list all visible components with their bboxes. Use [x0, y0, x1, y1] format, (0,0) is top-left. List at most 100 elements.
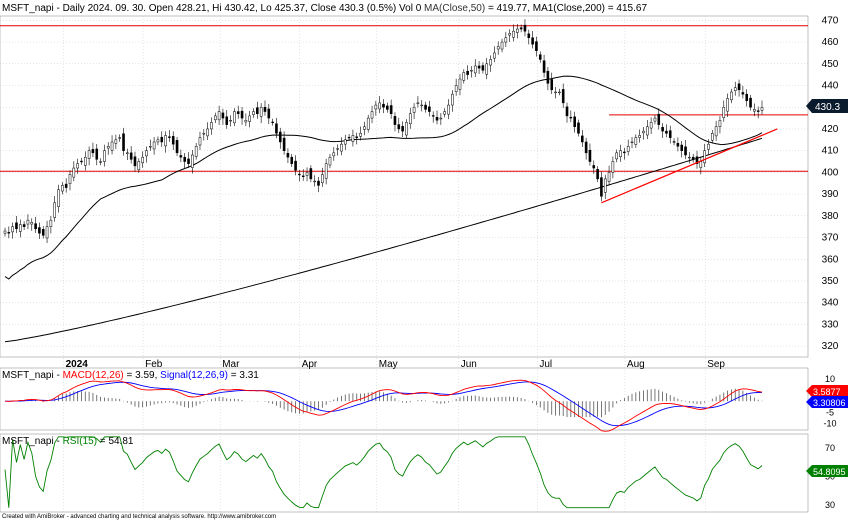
- candle-body: [148, 146, 152, 148]
- candle-body: [321, 174, 324, 184]
- candle: [611, 156, 615, 179]
- candle: [451, 90, 454, 112]
- candle: [145, 146, 148, 163]
- candle: [332, 146, 336, 161]
- price-badge: 430.3: [806, 99, 848, 113]
- candle: [202, 129, 206, 141]
- candle-body: [726, 98, 729, 112]
- macd-axis-tick: -10: [823, 418, 836, 428]
- candle-body: [741, 92, 745, 95]
- candle: [91, 142, 95, 157]
- candle-body: [386, 105, 389, 110]
- candle: [148, 139, 152, 151]
- candle-body: [309, 168, 313, 180]
- candle: [630, 136, 634, 149]
- candle-body: [72, 167, 76, 178]
- candle-body: [485, 63, 489, 75]
- candle: [477, 60, 481, 74]
- candle-body: [221, 112, 225, 119]
- candle-body: [57, 189, 60, 207]
- rsi-badge-text: 54.8095: [813, 467, 846, 477]
- candle-body: [95, 148, 99, 160]
- candle: [435, 110, 439, 125]
- candle-body: [305, 172, 309, 176]
- ma200-path: [4, 137, 763, 343]
- candle-body: [435, 116, 439, 121]
- candle-body: [592, 165, 596, 169]
- candle-body: [91, 149, 95, 154]
- candle-body: [546, 70, 550, 84]
- candle: [653, 114, 657, 125]
- candle: [428, 100, 431, 117]
- price-axis-tick: 420: [822, 124, 839, 135]
- candle-body: [114, 139, 118, 144]
- candle-body: [760, 106, 764, 111]
- candle: [41, 226, 45, 239]
- candle: [569, 110, 573, 123]
- candle: [191, 150, 194, 174]
- candle: [305, 167, 309, 182]
- candle: [565, 102, 569, 123]
- candle-body: [531, 37, 534, 45]
- candle-body: [168, 136, 171, 138]
- candle: [3, 227, 7, 237]
- candle-body: [18, 224, 22, 232]
- candle-body: [665, 130, 668, 134]
- candle-body: [680, 144, 684, 151]
- candle-body: [248, 115, 251, 122]
- candle-body: [64, 183, 68, 188]
- candle-body: [516, 28, 519, 33]
- candle-body: [45, 226, 49, 239]
- candle-body: [569, 116, 573, 119]
- month-label: Aug: [627, 359, 645, 370]
- candle-body: [11, 226, 14, 233]
- candle: [347, 133, 351, 141]
- macd-value: 3.59: [135, 370, 155, 381]
- candle: [340, 137, 343, 156]
- candle: [550, 72, 554, 94]
- candle: [7, 226, 11, 239]
- candle-body: [695, 156, 699, 164]
- candle-body: [198, 137, 202, 146]
- candle-body: [298, 173, 301, 176]
- candle: [561, 83, 565, 108]
- month-label: Apr: [302, 359, 318, 370]
- candle: [263, 100, 267, 116]
- candle-body: [558, 91, 561, 94]
- candle-body: [225, 116, 229, 125]
- candle-body: [26, 219, 30, 225]
- candle: [328, 153, 332, 169]
- candle: [30, 218, 34, 231]
- candle-body: [382, 103, 385, 108]
- candle: [76, 158, 79, 174]
- candle: [126, 148, 129, 161]
- price-axis-tick: 460: [822, 37, 839, 48]
- month-label: Jul: [539, 359, 552, 370]
- candle-body: [550, 79, 554, 91]
- candle-body: [405, 122, 408, 136]
- candle: [240, 107, 244, 125]
- candle: [83, 151, 87, 171]
- macd-axis-tick: -5: [826, 407, 834, 417]
- price-pane[interactable]: [0, 15, 809, 358]
- candle: [210, 117, 213, 135]
- candle-body: [397, 124, 401, 130]
- macd-pane[interactable]: [0, 367, 809, 431]
- candle: [359, 126, 362, 141]
- candle-body: [378, 102, 381, 110]
- candle-body: [707, 143, 710, 150]
- candle-body: [703, 150, 706, 164]
- candle: [386, 102, 389, 113]
- candle-body: [577, 122, 580, 134]
- period-label: Daily 2024. 09. 30.: [63, 3, 146, 14]
- month-label: Jun: [461, 359, 477, 370]
- candle-body: [156, 139, 160, 143]
- candle: [439, 113, 443, 125]
- candle-body: [282, 137, 286, 151]
- candle: [500, 38, 504, 53]
- rsi-label: RSI(15): [63, 436, 97, 447]
- candle: [596, 166, 599, 183]
- candle: [45, 220, 49, 243]
- candle-body: [527, 33, 531, 38]
